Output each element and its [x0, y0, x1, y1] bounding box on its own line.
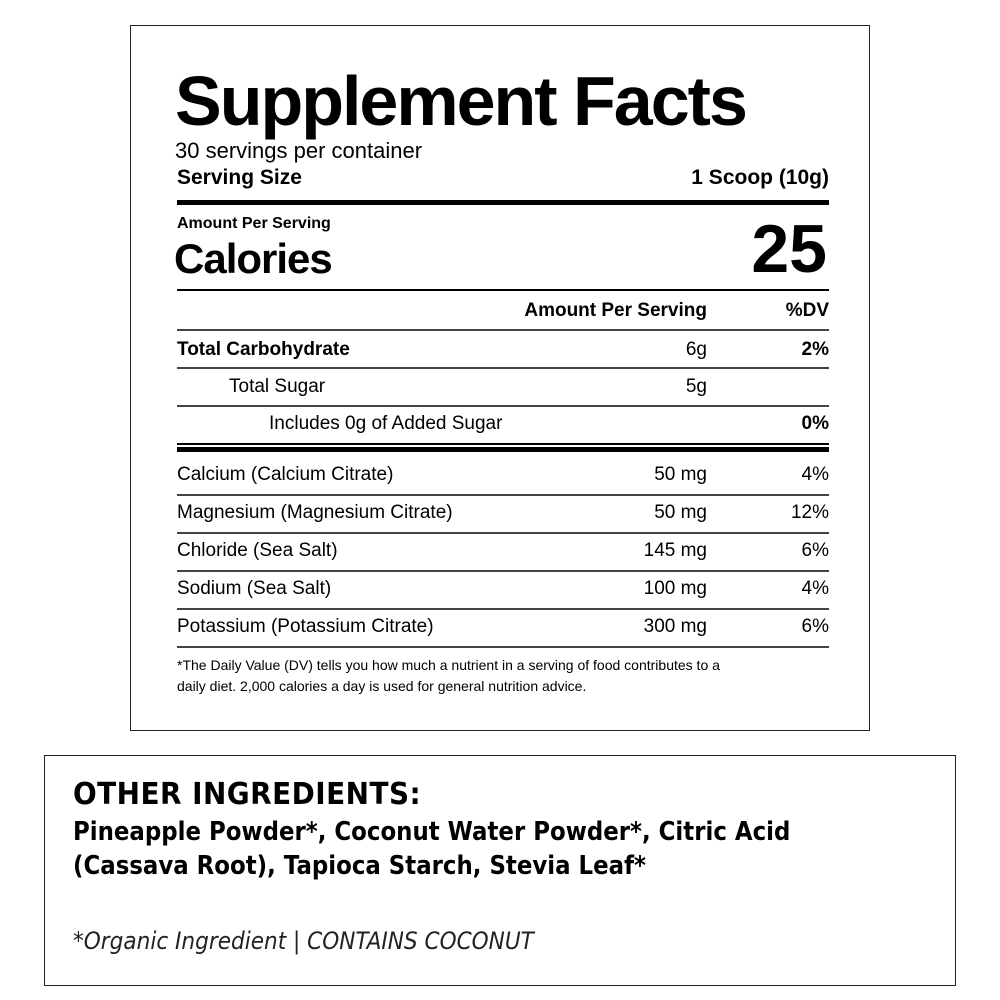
nutrient-dv: 6%: [801, 616, 829, 637]
nutrient-amount: 50 mg: [654, 502, 707, 523]
nutrient-name: Chloride (Sea Salt): [177, 540, 338, 561]
serving-size-value: 1 Scoop (10g): [691, 166, 829, 189]
ingredients-heading: OTHER INGREDIENTS:: [73, 777, 422, 812]
header-amount: Amount Per Serving: [524, 300, 707, 321]
facts-title: Supplement Facts: [175, 62, 748, 140]
divider: [177, 532, 829, 534]
servings-per-container: 30 servings per container: [175, 138, 423, 163]
nutrient-amount: 145 mg: [643, 540, 707, 561]
divider-thick: [177, 200, 829, 205]
nutrient-dv: 6%: [801, 540, 829, 561]
organic-note: *Organic Ingredient | CONTAINS COCONUT: [73, 927, 534, 955]
divider-thick: [177, 447, 829, 452]
nutrient-dv: 4%: [801, 464, 829, 485]
ingredients-line-1: Pineapple Powder*, Coconut Water Powder*…: [73, 817, 791, 847]
nutrient-name: Sodium (Sea Salt): [177, 578, 332, 599]
footnote-line-2: daily diet. 2,000 calories a day is used…: [177, 678, 587, 694]
nutrient-name: Potassium (Potassium Citrate): [177, 616, 434, 637]
table-row: Includes 0g of Added Sugar 0%: [177, 405, 829, 441]
calories-value: 25: [751, 211, 827, 287]
divider: [177, 608, 829, 610]
table-row: Potassium (Potassium Citrate) 300 mg 6%: [177, 608, 829, 644]
nutrient-name: Includes 0g of Added Sugar: [269, 413, 503, 434]
ingredients-line-2: (Cassava Root), Tapioca Starch, Stevia L…: [73, 851, 647, 881]
table-row: Magnesium (Magnesium Citrate) 50 mg 12%: [177, 494, 829, 530]
nutrient-dv: 2%: [801, 339, 829, 360]
nutrient-name: Magnesium (Magnesium Citrate): [177, 502, 453, 523]
footnote-line-1: *The Daily Value (DV) tells you how much…: [177, 657, 720, 673]
divider: [177, 289, 829, 291]
nutrient-amount: 50 mg: [654, 464, 707, 485]
nutrient-name: Total Carbohydrate: [177, 339, 350, 360]
supplement-facts-panel: Supplement Facts 30 servings per contain…: [130, 25, 870, 731]
table-row: Calcium (Calcium Citrate) 50 mg 4%: [177, 456, 829, 492]
nutrient-dv: 0%: [801, 413, 829, 434]
table-row: Sodium (Sea Salt) 100 mg 4%: [177, 570, 829, 606]
header-dv: %DV: [785, 300, 829, 321]
divider: [177, 494, 829, 496]
nutrient-name: Total Sugar: [229, 376, 326, 397]
amount-per-serving-label: Amount Per Serving: [177, 215, 331, 232]
divider: [177, 570, 829, 572]
nutrient-name: Calcium (Calcium Citrate): [177, 464, 394, 485]
table-row: Chloride (Sea Salt) 145 mg 6%: [177, 532, 829, 568]
divider: [177, 646, 829, 648]
divider: [177, 329, 829, 331]
nutrient-amount: 6g: [685, 339, 707, 360]
other-ingredients-panel: OTHER INGREDIENTS: Pineapple Powder*, Co…: [44, 755, 956, 986]
nutrient-amount: 5g: [685, 376, 707, 397]
nutrient-dv: 12%: [790, 502, 829, 523]
divider: [177, 443, 829, 445]
serving-size-label: Serving Size: [177, 166, 302, 189]
nutrient-amount: 300 mg: [643, 616, 707, 637]
column-header-row: Amount Per Serving %DV: [177, 292, 829, 328]
divider: [177, 405, 829, 407]
table-row: Total Sugar 5g: [177, 368, 829, 404]
divider: [177, 367, 829, 369]
table-row: Total Carbohydrate 6g 2%: [177, 331, 829, 367]
calories-label: Calories: [174, 235, 333, 282]
nutrient-amount: 100 mg: [643, 578, 707, 599]
nutrient-dv: 4%: [801, 578, 829, 599]
